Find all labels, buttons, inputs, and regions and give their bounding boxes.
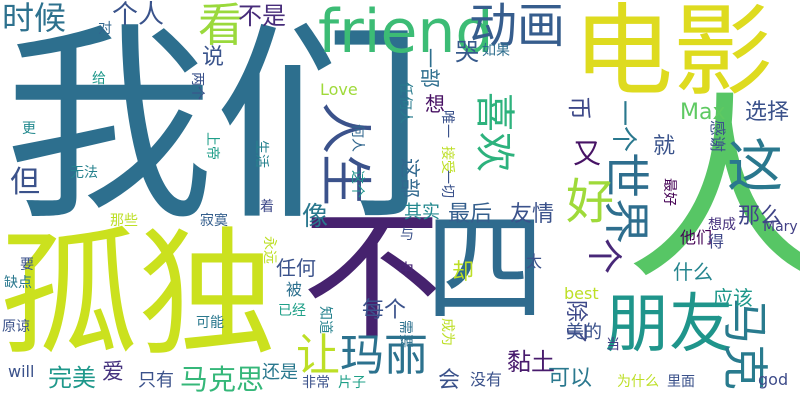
word-yiqie: 一切 (439, 170, 455, 198)
word-que: 却 (452, 260, 475, 285)
word-pianzi: 片子 (338, 375, 366, 391)
word-donghua: 动画 (469, 0, 566, 54)
word-xiang: 想 (425, 92, 445, 116)
word-naxie: 那些 (110, 213, 138, 229)
word-renherenz: 任何人 (397, 82, 413, 124)
word-ganxie: 感谢 (708, 120, 727, 153)
word-ren: 人 (625, 75, 800, 308)
word-dui: 对 (98, 21, 112, 37)
word-hao: 好 (566, 174, 615, 230)
word-yinggai: 应该 (713, 286, 753, 310)
word-jimo: 寂寞 (200, 213, 228, 229)
word-heren: 何人 (349, 124, 365, 152)
word-xiangcheng: 想成 (708, 217, 736, 233)
word-dan: 但 (10, 165, 40, 200)
word-quedian: 缺点 (4, 275, 32, 291)
word-women: 我们 (4, 4, 425, 249)
word-zuihou: 最后 (448, 202, 493, 227)
word-zhebu: 这部 (398, 158, 422, 198)
word-haishi: 还是 (262, 362, 298, 383)
word-shuo: 说 (202, 45, 225, 70)
word-keneng: 可能 (196, 315, 224, 331)
word-love: Love (320, 80, 358, 99)
word-zhe2: 着 (260, 199, 274, 215)
word-tamen: 他们 (680, 228, 713, 247)
word-zhe: 这 (727, 135, 783, 200)
word-meiyou: 没有 (470, 370, 503, 389)
word-yibu: 一部 (418, 48, 442, 88)
word-xihuan: 喜欢 (471, 92, 517, 172)
word-bi: 币 (565, 96, 593, 120)
word-zhege: 这个 (349, 170, 365, 198)
word-meide: 美的 (566, 322, 602, 343)
word-geren: 个人 (112, 0, 165, 30)
word-yijing: 已经 (278, 303, 306, 319)
word-yige: 一个 (608, 100, 638, 153)
word-ai: 爱 (102, 360, 125, 385)
word-tai: 太 (526, 252, 543, 271)
word-limian: 里面 (667, 374, 695, 390)
word-pengyou: 朋友 (605, 288, 733, 362)
word-xiang2: 像 (302, 202, 329, 232)
word-will: will (8, 362, 35, 381)
word-liangge: 两个 (189, 72, 205, 100)
word-dang: 当 (606, 337, 620, 353)
word-gei: 给 (92, 71, 106, 87)
word-ruguo: 如果 (482, 43, 510, 59)
word-friend: friend (318, 0, 494, 67)
word-bushi: 不是 (238, 2, 286, 30)
word-weiyi: 唯一 (439, 110, 455, 138)
word-god: god (758, 370, 789, 389)
word-de: 得 (708, 232, 725, 251)
word-shenme: 什么 (673, 260, 713, 284)
word-best: best (564, 284, 599, 303)
word-ku: 哭 (455, 38, 479, 66)
word-mary: Mary (763, 219, 798, 235)
word-keyi: 可以 (548, 366, 593, 391)
word-bei: 被 (286, 280, 303, 299)
word-zhong: 中 (398, 260, 415, 279)
word-rang: 让 (296, 330, 340, 381)
word-wufa: 无法 (70, 165, 98, 181)
word-yu: 与 (400, 227, 414, 243)
word-geng: 更 (22, 121, 36, 137)
word-mali: 玛丽 (340, 330, 428, 381)
word-makesi: 马克思 (180, 363, 265, 396)
word-shenghuo: 生活 (253, 140, 269, 168)
word-renhe: 任何 (276, 256, 316, 280)
word-you: 又 (573, 137, 602, 170)
word-name: 那么 (738, 204, 783, 229)
word-shangdi: 上帝 (204, 132, 220, 160)
word-zuihao: 最好 (661, 178, 677, 206)
word-xuanze: 选择 (745, 100, 790, 125)
word-yongyuan: 永远 (261, 236, 277, 264)
word-hui: 会 (438, 368, 461, 393)
word-yuanliang: 原谅 (2, 319, 30, 335)
word-bu: 不 (302, 196, 443, 359)
word-max: Max (680, 100, 726, 125)
word-wanmei: 完美 (48, 364, 96, 392)
word-jiu: 就 (653, 134, 676, 159)
word-xuyao: 需要 (397, 320, 413, 348)
word-weishenme: 为什么 (617, 374, 659, 390)
word-qishi: 其实 (404, 202, 440, 223)
word-kan: 看 (198, 0, 244, 52)
word-ge: 个 (583, 238, 624, 275)
word-niantu: 黏土 (507, 348, 555, 376)
word-zhiyou: 只有 (138, 370, 174, 391)
word-si: 四 (425, 200, 545, 339)
word-dianying: 电影 (573, 0, 773, 110)
word-gudu: 孤独 (0, 214, 277, 375)
word-zhidao: 知道 (317, 306, 333, 334)
word-chengwei: 成为 (439, 318, 455, 346)
word-feichang: 非常 (302, 375, 330, 391)
word-youqing: 友情 (510, 202, 555, 227)
word-shihou: 时候 (2, 0, 67, 37)
word-meige: 每个 (362, 298, 407, 323)
word-yao: 要 (20, 257, 34, 273)
